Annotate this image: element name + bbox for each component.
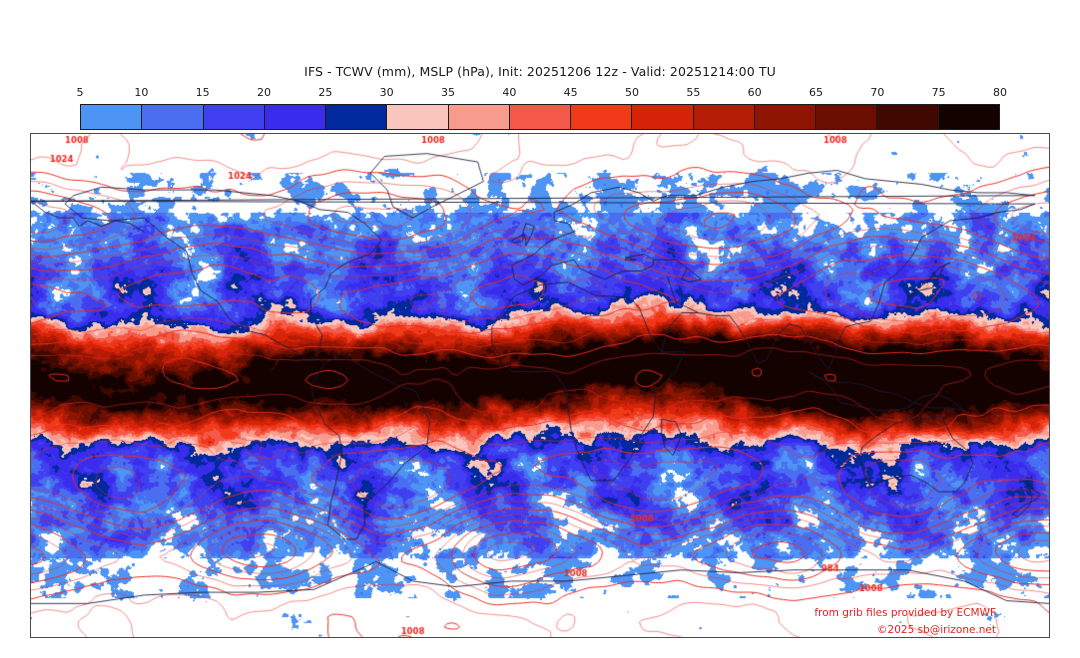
colorbar-tick-label: 35 — [441, 86, 455, 99]
colorbar-tick-label: 20 — [257, 86, 271, 99]
colorbar-tick-label: 50 — [625, 86, 639, 99]
colorbar: 5 10 15 20 25 30 35 40 45 50 55 60 65 70 75 80 — [76, 86, 1008, 130]
colorbar-band — [387, 105, 449, 129]
colorbar-band — [326, 105, 388, 129]
colorbar-tick-label: 80 — [993, 86, 1007, 99]
colorbar-tick-label: 75 — [931, 86, 946, 99]
colorbar-band — [448, 105, 510, 129]
colorbar-tick-label: 70 — [870, 86, 885, 99]
colorbar-tick-label: 10 — [134, 86, 149, 99]
colorbar-bands — [80, 104, 1000, 130]
credit-source: from grib files provided by ECMWF — [814, 607, 996, 619]
colorbar-band — [938, 105, 999, 129]
page-title: IFS - TCWV (mm), MSLP (hPa), Init: 20251… — [304, 64, 776, 79]
colorbar-tick-label: 45 — [563, 86, 578, 99]
colorbar-tick-label: 40 — [502, 86, 517, 99]
colorbar-tick-label: 25 — [318, 86, 333, 99]
colorbar-band — [509, 105, 572, 129]
colorbar-tick-label: 65 — [809, 86, 823, 99]
colorbar-band — [877, 105, 939, 129]
map-frame[interactable] — [30, 133, 1050, 638]
colorbar-tick-label: 5 — [76, 86, 84, 99]
colorbar-band — [571, 105, 633, 129]
colorbar-band — [203, 105, 265, 129]
colorbar-band — [142, 105, 204, 129]
colorbar-band — [264, 105, 327, 129]
colorbar-tick-label: 15 — [195, 86, 210, 99]
colorbar-band — [754, 105, 817, 129]
colorbar-tick-label: 60 — [747, 86, 762, 99]
colorbar-band — [81, 105, 143, 129]
colorbar-band — [632, 105, 694, 129]
colorbar-band — [816, 105, 878, 129]
credit-copyright: ©2025 sb@irizone.net — [877, 624, 996, 636]
colorbar-band — [693, 105, 755, 129]
colorbar-tick-labels: 5 10 15 20 25 30 35 40 45 50 55 60 65 70 75 80 — [76, 86, 1008, 102]
colorbar-tick-label: 30 — [379, 86, 394, 99]
colorbar-tick-label: 55 — [686, 86, 701, 99]
weather-map-canvas[interactable] — [31, 134, 1049, 637]
